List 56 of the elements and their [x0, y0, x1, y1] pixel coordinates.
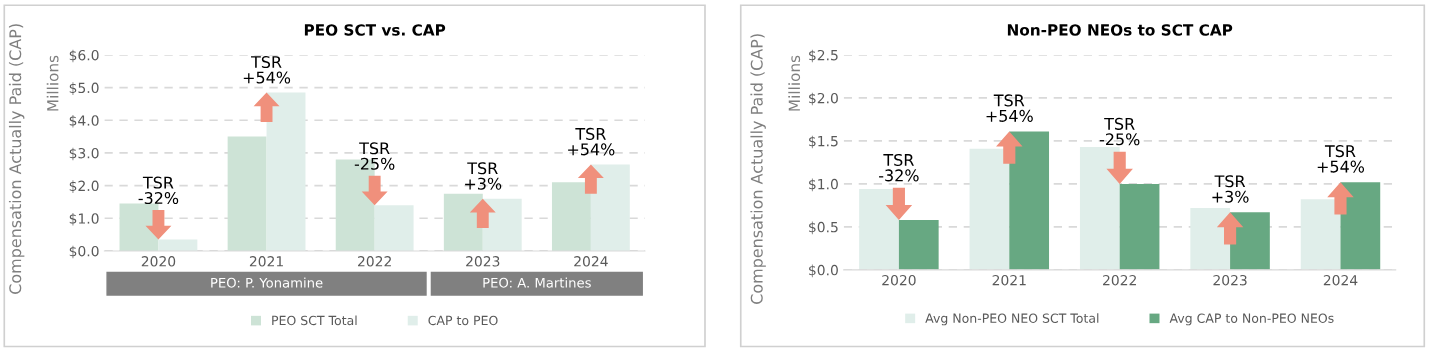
- bar: [1340, 182, 1381, 270]
- bar: [590, 164, 630, 251]
- annotation: TSR -32%: [879, 153, 919, 182]
- y-tick-label: $2.0: [809, 92, 838, 106]
- y-tick-label: $0.0: [809, 264, 838, 278]
- x-tick-label: 2023: [466, 256, 500, 267]
- legend-label: Avg CAP to Non-PEO NEOs: [1169, 313, 1334, 326]
- x-tick-label: 2021: [249, 256, 283, 267]
- x-tick-label: 2020: [882, 274, 916, 286]
- bar: [859, 189, 899, 270]
- bar: [969, 148, 1010, 270]
- text: PEO: A. Martines: [483, 277, 591, 288]
- bar: [1300, 199, 1341, 270]
- text: PEO: P. Yonamine: [211, 277, 323, 288]
- y-tick-label: $3.0: [69, 147, 99, 161]
- y-axis-title: Compensation Actually Paid (CAP): [750, 34, 766, 304]
- y-tick-label: $1.0: [69, 213, 99, 226]
- y-tick-label: $0.5: [809, 221, 838, 235]
- legend-label: Avg Non-PEO NEO SCT Total: [925, 313, 1099, 326]
- annotation: TSR +54%: [1317, 145, 1365, 173]
- y-axis-title: Compensation Actually Paid (CAP): [8, 24, 25, 294]
- bar: [1079, 146, 1120, 270]
- y-tick-label: $5.0: [69, 82, 99, 95]
- annotation: TSR +54%: [986, 94, 1033, 122]
- y-tick-label: $6.0: [69, 49, 99, 63]
- y-tick-label: $2.0: [69, 180, 99, 193]
- y-tick-label: $2.5: [809, 49, 838, 63]
- annotation: TSR +54%: [568, 127, 615, 156]
- annotation: TSR -25%: [1099, 117, 1140, 146]
- annotation: TSR +54%: [243, 56, 291, 84]
- x-tick-label: 2022: [1103, 274, 1136, 286]
- legend-label: CAP to PEO: [428, 315, 498, 326]
- chart-title: Non-PEO NEOs to SCT CAP: [1007, 24, 1233, 36]
- chart-title: PEO SCT vs. CAP: [304, 24, 446, 36]
- x-tick-label: 2021: [992, 274, 1026, 286]
- bar: [266, 92, 306, 251]
- y-tick-label: $1.5: [809, 135, 838, 149]
- x-tick-label: 2022: [358, 256, 391, 267]
- text: Millions: [788, 55, 801, 111]
- annotation: TSR +3%: [1212, 175, 1249, 203]
- y-tick-label: $0.0: [69, 245, 99, 259]
- bar: [1119, 183, 1160, 270]
- bar: [374, 205, 414, 251]
- y-tick-label: $4.0: [69, 115, 99, 128]
- annotation: TSR -32%: [138, 176, 179, 205]
- x-tick-label: 2024: [1323, 274, 1358, 286]
- bar: [898, 219, 939, 270]
- annotation: TSR -25%: [354, 142, 395, 170]
- bar: [1009, 131, 1050, 270]
- y-tick-label: $1.0: [809, 178, 838, 192]
- x-tick-label: 2020: [141, 256, 176, 267]
- annotation: TSR +3%: [465, 162, 502, 190]
- x-tick-label: 2023: [1213, 274, 1247, 286]
- legend-label: PEO SCT Total: [272, 315, 357, 326]
- x-tick-label: 2024: [574, 256, 608, 267]
- text: Millions: [46, 55, 59, 111]
